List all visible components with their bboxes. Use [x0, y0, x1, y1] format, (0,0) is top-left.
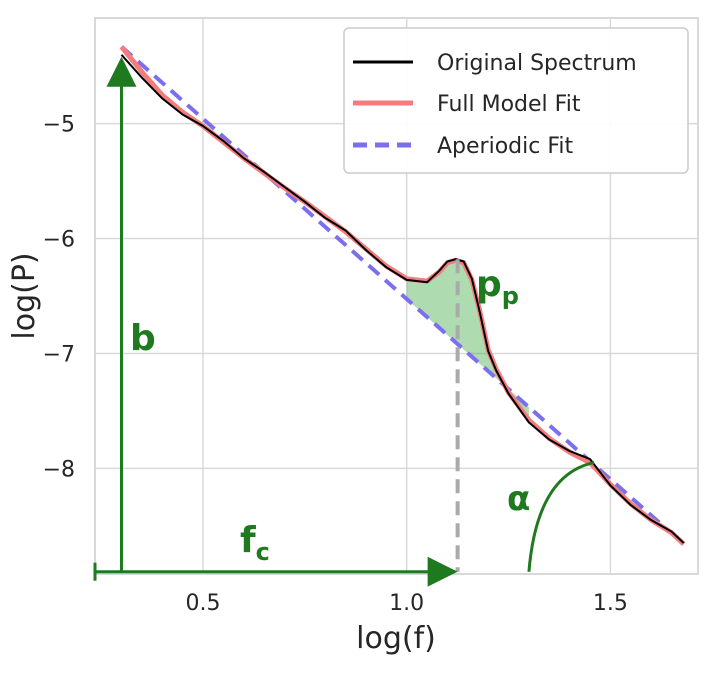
peak-shaded-area: [406, 260, 529, 421]
legend: Original Spectrum Full Model Fit Aperiod…: [343, 27, 689, 174]
legend-label-aperiodic-fit: Aperiodic Fit: [437, 134, 573, 159]
y-tick-label-0: −5: [43, 113, 75, 138]
original-spectrum-line: [120, 54, 685, 544]
legend-box: [343, 27, 689, 174]
peak-power-label: pp: [476, 264, 519, 310]
knee-label-main: f: [240, 520, 256, 561]
offset-label: b: [130, 318, 156, 359]
y-tick-label-1: −6: [43, 228, 75, 253]
y-axis-label: log(P): [7, 252, 42, 339]
legend-label-full-model-fit: Full Model Fit: [437, 92, 581, 117]
peak-power-label-main: p: [476, 264, 502, 305]
x-tick-label-0: 0.5: [185, 591, 220, 616]
peak-power-label-subscript: p: [502, 282, 519, 310]
legend-label-original-spectrum: Original Spectrum: [437, 51, 637, 76]
slope-angle-label: α: [507, 479, 530, 519]
slope-angle-arc: [527, 461, 595, 572]
y-axis-ticks: −5 −6 −7 −8: [43, 113, 75, 483]
x-axis-ticks: 0.5 1.0 1.5: [185, 591, 627, 616]
knee-label: fc: [240, 520, 270, 566]
y-tick-label-3: −8: [43, 457, 75, 482]
x-tick-label-2: 1.5: [593, 591, 628, 616]
x-tick-label-1: 1.0: [389, 591, 424, 616]
knee-label-subscript: c: [256, 538, 270, 566]
x-axis-label: log(f): [356, 621, 436, 656]
y-tick-label-2: −7: [43, 342, 75, 367]
